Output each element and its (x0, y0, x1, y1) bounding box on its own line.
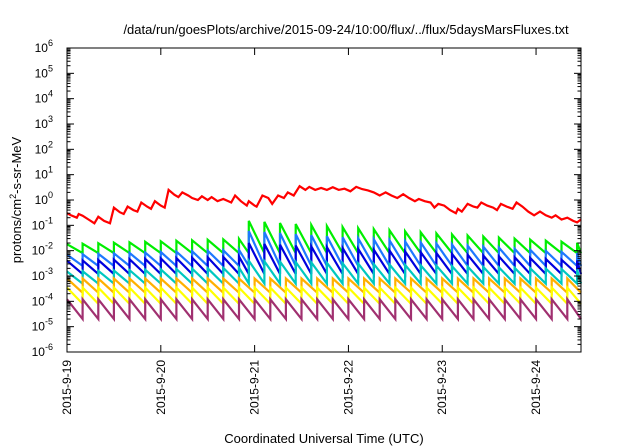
x-tick-label: 2015-9-20 (154, 360, 168, 415)
y-tick-exp: 0 (48, 190, 53, 200)
y-tick-exp: -1 (45, 215, 53, 225)
y-tick-label: 105 (35, 63, 53, 80)
y-tick-label: 10-3 (32, 266, 53, 283)
series-line-7 (66, 295, 582, 323)
x-tick-label: 2015-9-23 (435, 360, 449, 415)
y-tick-exp: -3 (45, 266, 53, 276)
y-tick-label: 10-5 (32, 317, 53, 334)
y-tick-base: 10 (32, 320, 46, 334)
y-tick-base: 10 (32, 218, 46, 232)
y-tick-base: 10 (32, 244, 46, 258)
y-tick-exp: 3 (48, 114, 53, 124)
y-tick-exp: 1 (48, 165, 53, 175)
y-tick-exp: 2 (48, 139, 53, 149)
series-line-0 (66, 184, 582, 225)
y-tick-label: 100 (35, 190, 53, 207)
x-axis-label: Coordinated Universal Time (UTC) (224, 431, 423, 446)
y-tick-label: 106 (35, 38, 53, 55)
y-tick-base: 10 (32, 345, 46, 359)
y-tick-label: 101 (35, 165, 53, 182)
y-axis-label-rest: -s-sr-MeV (9, 136, 24, 193)
x-tick-label: 2015-9-19 (60, 360, 74, 415)
y-tick-label: 102 (35, 139, 53, 156)
y-tick-exp: -4 (45, 291, 53, 301)
y-tick-exp: 6 (48, 38, 53, 48)
y-tick-exp: -6 (45, 342, 53, 352)
y-tick-base: 10 (32, 269, 46, 283)
y-tick-exp: -5 (45, 317, 53, 327)
series-line-6 (66, 284, 582, 307)
y-tick-base: 10 (35, 92, 49, 106)
y-tick-exp: 4 (48, 89, 53, 99)
y-tick-exp: -2 (45, 241, 53, 251)
y-tick-label: 10-4 (32, 291, 53, 308)
chart-title: /data/run/goesPlots/archive/2015-09-24/1… (123, 22, 569, 37)
y-tick-base: 10 (32, 294, 46, 308)
series-layer (66, 184, 583, 323)
y-tick-base: 10 (35, 66, 49, 80)
y-tick-base: 10 (35, 168, 49, 182)
y-tick-label: 10-6 (32, 342, 53, 359)
y-axis-label: protons/cm2-s-sr-MeV (8, 136, 24, 263)
y-tick-label: 103 (35, 114, 53, 131)
y-tick-base: 10 (35, 117, 49, 131)
y-tick-base: 10 (35, 41, 49, 55)
y-tick-exp: 5 (48, 63, 53, 73)
series-line-1 (66, 220, 583, 258)
y-tick-base: 10 (35, 193, 49, 207)
series-line-5 (66, 275, 582, 296)
y-tick-label: 104 (35, 89, 53, 106)
x-tick-label: 2015-9-22 (341, 360, 355, 415)
x-axis-ticks: 2015-9-19 2015-9-20 2015-9-21 2015-9-22 2015… (60, 48, 543, 415)
y-axis-label-base: protons/cm (9, 199, 24, 263)
y-axis-ticks: 10-610-510-410-310-210-11001011021031041… (32, 38, 581, 359)
x-tick-label: 2015-9-21 (248, 360, 262, 415)
x-tick-label: 2015-9-24 (529, 360, 543, 415)
y-tick-label: 10-1 (32, 215, 53, 232)
y-tick-base: 10 (35, 142, 49, 156)
y-tick-label: 10-2 (32, 241, 53, 258)
y-axis-label-exp: 2 (8, 194, 18, 199)
